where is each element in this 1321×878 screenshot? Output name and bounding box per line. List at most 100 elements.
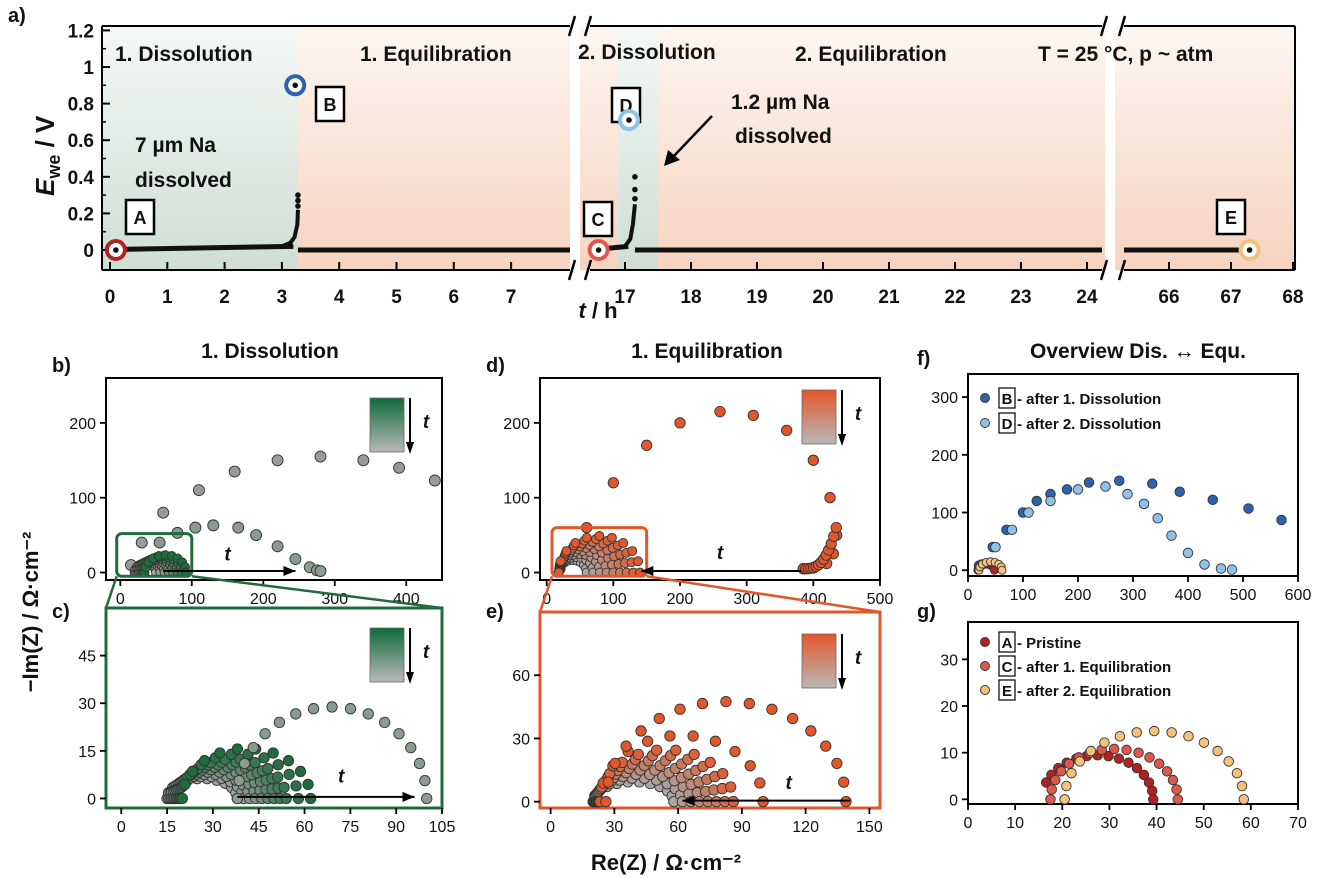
c-arc-point bbox=[419, 774, 431, 787]
title-b: 1. Dissolution bbox=[201, 340, 339, 363]
a-xtick-label: 5 bbox=[391, 287, 402, 308]
panel-d-xtick-label: 500 bbox=[867, 591, 894, 608]
d-tail-point bbox=[830, 521, 842, 534]
a-xtick-label: 24 bbox=[1076, 287, 1098, 308]
b-time-label: t bbox=[224, 545, 231, 566]
g-series-A-point bbox=[1146, 785, 1158, 796]
d-time-label: t bbox=[855, 404, 862, 425]
b-first-point bbox=[393, 461, 406, 474]
e-arc-point bbox=[620, 740, 632, 752]
b-zoom-box bbox=[115, 532, 194, 578]
panel-g-ytick-label: 10 bbox=[940, 746, 958, 763]
f-series-D-point bbox=[1122, 488, 1133, 500]
region-bg-equilibration-2b bbox=[1115, 26, 1295, 270]
zoom-connector-left-green bbox=[104, 575, 118, 609]
c-arc-point bbox=[247, 741, 259, 754]
d-small-arc-point bbox=[561, 546, 572, 557]
e-arc-point bbox=[725, 781, 737, 793]
g-series-E-point bbox=[1231, 767, 1243, 779]
panel-f-ytick-label: 300 bbox=[931, 390, 958, 407]
d-first-point bbox=[781, 424, 793, 437]
c-time-arrow-head bbox=[402, 791, 415, 802]
annotation-7um-line1: 7 µm Na bbox=[135, 134, 216, 157]
f-legend-box-label: B bbox=[1002, 391, 1013, 408]
b-semicircle-point bbox=[207, 519, 220, 532]
e-arc-point bbox=[600, 796, 612, 808]
f-series-B-point bbox=[1083, 477, 1095, 488]
d-gradient-legend bbox=[801, 389, 837, 445]
e-arc-point bbox=[786, 712, 799, 725]
panel-d-ytick-label: 0 bbox=[521, 566, 530, 583]
e-arc-point bbox=[805, 725, 817, 737]
marker-point-e-dot bbox=[1246, 247, 1253, 253]
f-series-D-point bbox=[1152, 513, 1163, 524]
panel-g-ytick-label: 30 bbox=[940, 652, 958, 669]
g-series-E-point bbox=[1148, 725, 1160, 737]
e-time-arrow-head bbox=[682, 795, 695, 806]
shared-ylabel: −Im(Z) / Ω·cm⁻² bbox=[18, 532, 43, 693]
c-arc-point bbox=[326, 701, 338, 713]
g-series-C-point bbox=[1121, 744, 1132, 756]
b-semicircle-point bbox=[232, 521, 245, 534]
marker-point-c-dot bbox=[595, 247, 602, 253]
c-arc-point bbox=[290, 780, 302, 792]
e-arc-point bbox=[641, 735, 654, 747]
d-first-point bbox=[807, 454, 819, 466]
e-arc-point bbox=[635, 725, 647, 737]
a-data-rise1 bbox=[281, 209, 300, 249]
svg-text:E: E bbox=[1225, 208, 1237, 228]
axis-break-mark bbox=[1099, 15, 1109, 37]
e-arc-point bbox=[696, 697, 709, 710]
title-f: Overview Dis. ↔ Equ. bbox=[1030, 340, 1246, 363]
a-xtick-label: 7 bbox=[506, 287, 517, 308]
f-series-D-point bbox=[1023, 507, 1034, 518]
g-series-C-point bbox=[1046, 784, 1057, 795]
a-xtick-label: 3 bbox=[277, 287, 288, 308]
e-time-label: t bbox=[785, 773, 792, 794]
d-time-arrow-head bbox=[641, 566, 654, 577]
e-arc-point bbox=[632, 748, 644, 761]
d-time-label: t bbox=[717, 543, 724, 564]
panel-d-ytick-label: 100 bbox=[503, 491, 530, 508]
marker-box-c: C bbox=[582, 200, 614, 238]
b-time-arrow-head bbox=[406, 442, 414, 454]
panel-f-xtick-label: 100 bbox=[1010, 587, 1037, 604]
panel-c-xtick-label: 30 bbox=[204, 819, 222, 836]
annotation-arrow bbox=[671, 115, 713, 159]
c-arc-point bbox=[280, 792, 292, 805]
panel-c-ytick-label: 30 bbox=[78, 696, 96, 713]
g-series-E-point bbox=[1066, 767, 1077, 779]
panel-e-xtick-label: 90 bbox=[733, 819, 751, 836]
c-arc-point bbox=[214, 747, 226, 759]
g-series-A-point bbox=[1131, 762, 1143, 774]
g-legend-box bbox=[998, 679, 1016, 701]
panel-f-ytick-label: 0 bbox=[949, 563, 958, 580]
region-label-equilibration-2: 2. Equilibration bbox=[795, 43, 947, 66]
region-bg-equilibration-2 bbox=[658, 26, 1105, 270]
a-ytick-label: 1.2 bbox=[68, 21, 94, 42]
e-arc-point bbox=[704, 756, 716, 769]
c-arc-point bbox=[233, 774, 245, 787]
svg-text:B: B bbox=[324, 95, 337, 115]
c-gradient-legend bbox=[369, 627, 405, 683]
f-series-D-point bbox=[1215, 563, 1227, 574]
c-arc-point bbox=[283, 768, 295, 781]
g-legend-marker bbox=[980, 637, 990, 647]
panel-g-ytick-label: 0 bbox=[949, 792, 958, 809]
b-first-point bbox=[428, 474, 441, 487]
f-series-D-point bbox=[1006, 524, 1018, 536]
g-series-C-point bbox=[1133, 747, 1144, 759]
b-first-point bbox=[157, 506, 170, 519]
g-series-C-point bbox=[1161, 766, 1173, 777]
g-series-E-point bbox=[1061, 780, 1072, 792]
e-arc-point bbox=[820, 740, 832, 752]
panel-d-ytick-label: 200 bbox=[503, 416, 530, 433]
e-arc-point bbox=[717, 767, 729, 780]
a-xtick-label: 19 bbox=[746, 287, 767, 308]
d-small-arc-point bbox=[594, 531, 605, 541]
zoom-connector-left-orange bbox=[538, 575, 554, 613]
panel-b-xtick-label: 200 bbox=[250, 591, 277, 608]
f-series-B-point bbox=[1146, 478, 1158, 489]
